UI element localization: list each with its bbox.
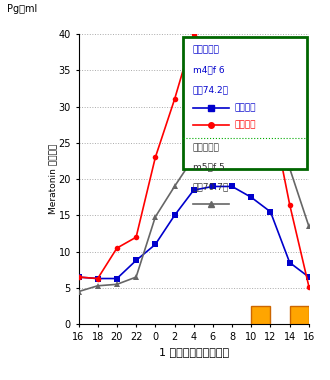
- Text: 平均74.2歳: 平均74.2歳: [192, 85, 229, 94]
- X-axis label: 1 日の時刻　　（時）: 1 日の時刻 （時）: [159, 347, 229, 358]
- Bar: [251, 306, 271, 324]
- Bar: [290, 306, 309, 324]
- Text: 光照射後: 光照射後: [234, 120, 255, 129]
- Text: 対照高齢者: 対照高齢者: [192, 143, 219, 152]
- Text: m4／f 6: m4／f 6: [192, 65, 224, 74]
- Text: 不眼高齢者: 不眼高齢者: [192, 46, 219, 55]
- Y-axis label: Meratonin 血中濃度: Meratonin 血中濃度: [48, 144, 57, 214]
- Text: Pg／ml: Pg／ml: [7, 4, 37, 14]
- Text: 光照射前: 光照射前: [234, 103, 255, 112]
- FancyBboxPatch shape: [183, 37, 307, 169]
- Text: m5／f 5: m5／f 5: [192, 163, 224, 171]
- Text: 平均70.7歳: 平均70.7歳: [192, 182, 229, 191]
